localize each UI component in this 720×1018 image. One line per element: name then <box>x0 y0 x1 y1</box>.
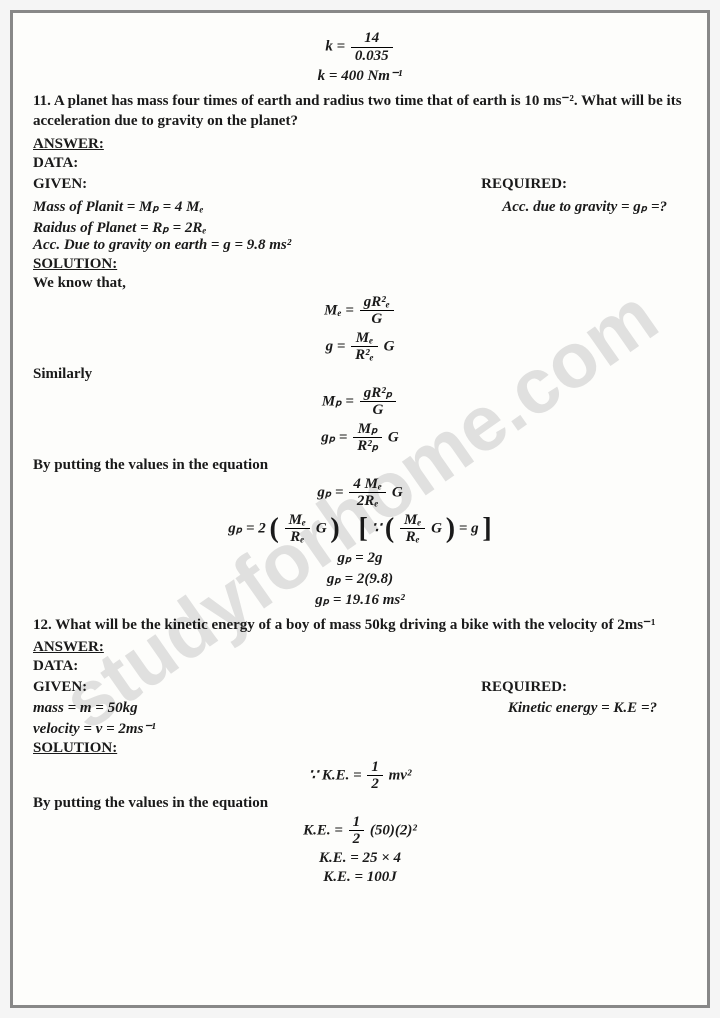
question-12: 12. What will be the kinetic energy of a… <box>33 615 687 635</box>
numerator: gR²ₚ <box>360 385 396 403</box>
eq-mid: G <box>431 520 442 536</box>
putting-values-text: By putting the values in the equation <box>33 457 687 474</box>
eq-lhs: gₚ = 2 <box>228 520 265 536</box>
fraction: gR²ₚ G <box>360 385 396 419</box>
q12-row1: mass = m = 50kg Kinetic energy = K.E =? <box>33 700 687 717</box>
numerator: 1 <box>367 759 383 777</box>
q11-given3: Acc. Due to gravity on earth = g = 9.8 m… <box>33 237 687 254</box>
denominator: R²ₑ <box>351 347 378 364</box>
answer-heading-12: ANSWER: <box>33 639 687 656</box>
denominator: G <box>360 311 394 328</box>
fraction: Mₑ Rₑ <box>400 512 425 546</box>
intro-eq1: k = 14 0.035 <box>33 30 687 64</box>
eq-lhs: gₚ = <box>317 484 343 500</box>
eq-rhs: = g <box>459 520 479 536</box>
numerator: 1 <box>349 814 365 832</box>
we-know-text: We know that, <box>33 275 687 292</box>
eq-lhs: gₚ = <box>321 429 347 445</box>
q11-row1: Mass of Planit = Mₚ = 4 Mₑ Acc. due to g… <box>33 197 687 216</box>
eq-rhs: (50)(2)² <box>370 822 417 838</box>
denominator: 0.035 <box>351 48 393 65</box>
given-label: GIVEN: <box>33 176 87 193</box>
fraction: Mₚ R²ₚ <box>353 421 382 455</box>
eq-lhs: g = <box>326 338 346 354</box>
q12-required: Kinetic energy = K.E =? <box>508 700 657 717</box>
fraction: 1 2 <box>349 814 365 848</box>
required-label-12: REQUIRED: <box>481 679 567 696</box>
eq-lhs: Mₑ = <box>324 302 354 318</box>
given-label-12: GIVEN: <box>33 679 87 696</box>
content: k = 14 0.035 k = 400 Nm⁻¹ 11. A planet h… <box>33 30 687 886</box>
eq-gp-result: gₚ = 19.16 ms² <box>33 590 687 609</box>
solution-label-12: SOLUTION: <box>33 740 687 757</box>
q12-eq4: K.E. = 100J <box>33 869 687 886</box>
denominator: R²ₚ <box>353 438 382 455</box>
eq-lhs: k = <box>325 38 345 54</box>
q12-gr-row: GIVEN: REQUIRED: <box>33 677 687 698</box>
sq-bracket-open: [ <box>358 513 367 544</box>
denominator: 2 <box>367 776 383 793</box>
q12-eq2: K.E. = 1 2 (50)(2)² <box>33 814 687 848</box>
numerator: 4 Mₑ <box>349 476 386 494</box>
fraction: Mₑ R²ₑ <box>351 330 378 364</box>
paren-close: ) <box>330 513 339 544</box>
fraction: gR²ₑ G <box>360 294 394 328</box>
eq-mp: Mₚ = gR²ₚ G <box>33 385 687 419</box>
eq-lhs: K.E. = <box>303 822 343 838</box>
paren-open: ( <box>270 513 279 544</box>
denominator: Rₑ <box>285 529 310 546</box>
denominator: G <box>360 402 396 419</box>
q12-ke-formula: ∵ K.E. = 1 2 mv² <box>33 759 687 793</box>
eq-rhs: G <box>384 338 395 354</box>
q11-given2: Raidus of Planet = Rₚ = 2Rₑ <box>33 218 687 237</box>
intro-eq2: k = 400 Nm⁻¹ <box>33 66 687 85</box>
eq-me: Mₑ = gR²ₑ G <box>33 294 687 328</box>
data-label-12: DATA: <box>33 658 687 675</box>
page: studyforhome.com k = 14 0.035 k = 400 Nm… <box>10 10 710 1008</box>
eq-lhs: ∵ K.E. = <box>309 767 362 783</box>
putting-values-12: By putting the values in the equation <box>33 795 687 812</box>
eq-gp4: gₚ = 4 Mₑ 2Rₑ G <box>33 476 687 510</box>
denominator: 2Rₑ <box>349 493 386 510</box>
q11-given1: Mass of Planit = Mₚ = 4 Mₑ <box>33 197 204 216</box>
q11-required: Acc. due to gravity = gₚ =? <box>502 197 667 216</box>
eq-lhs: Mₚ = <box>322 393 354 409</box>
paren-close: ) <box>446 513 455 544</box>
eq-g: g = Mₑ R²ₑ G <box>33 330 687 364</box>
q12-given1: mass = m = 50kg <box>33 700 138 717</box>
data-label: DATA: <box>33 155 687 172</box>
q12-eq3: K.E. = 25 × 4 <box>33 850 687 867</box>
eq-gp2-bracket: gₚ = 2 ( Mₑ Rₑ G ) [ ∵ ( Mₑ Rₑ G ) = g ] <box>33 512 687 546</box>
numerator: Mₚ <box>353 421 382 439</box>
eq-gp-298: gₚ = 2(9.8) <box>33 569 687 588</box>
numerator: Mₑ <box>285 512 310 530</box>
q12-given2: velocity = v = 2ms⁻¹ <box>33 719 687 738</box>
denominator: 2 <box>349 831 365 848</box>
eq-mid: G <box>316 520 327 536</box>
sq-bracket-close: ] <box>482 513 491 544</box>
solution-label: SOLUTION: <box>33 256 687 273</box>
numerator: 14 <box>351 30 393 48</box>
given-required-row: GIVEN: REQUIRED: <box>33 174 687 195</box>
denominator: Rₑ <box>400 529 425 546</box>
numerator: gR²ₑ <box>360 294 394 312</box>
answer-heading: ANSWER: <box>33 136 687 153</box>
because: ∵ <box>372 520 382 536</box>
question-11: 11. A planet has mass four times of eart… <box>33 91 687 132</box>
similarly-text: Similarly <box>33 366 687 383</box>
numerator: Mₑ <box>400 512 425 530</box>
fraction: 4 Mₑ 2Rₑ <box>349 476 386 510</box>
paren-open: ( <box>385 513 394 544</box>
numerator: Mₑ <box>351 330 378 348</box>
fraction: Mₑ Rₑ <box>285 512 310 546</box>
eq-gp-2g: gₚ = 2g <box>33 548 687 567</box>
eq-rhs: mv² <box>389 767 412 783</box>
required-label: REQUIRED: <box>481 176 567 193</box>
fraction: 14 0.035 <box>351 30 393 64</box>
eq-rhs: G <box>392 484 403 500</box>
eq-rhs: G <box>388 429 399 445</box>
eq-gp: gₚ = Mₚ R²ₚ G <box>33 421 687 455</box>
fraction: 1 2 <box>367 759 383 793</box>
